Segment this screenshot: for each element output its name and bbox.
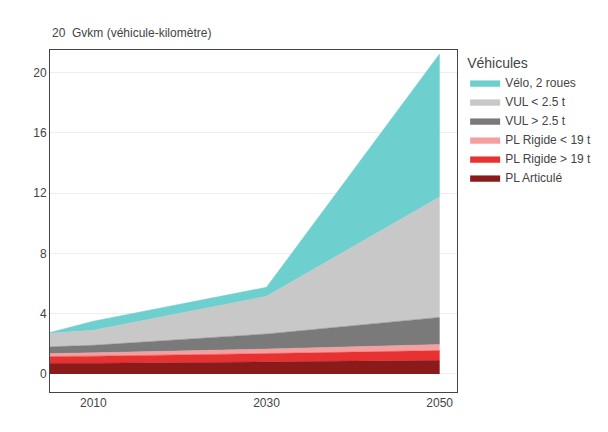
svg-text:20: 20 bbox=[33, 66, 47, 80]
svg-text:2050: 2050 bbox=[426, 396, 453, 410]
svg-text:VUL > 2.5 t: VUL > 2.5 t bbox=[505, 114, 566, 128]
svg-text:PL Articulé: PL Articulé bbox=[505, 171, 562, 185]
svg-text:2010: 2010 bbox=[80, 396, 107, 410]
svg-text:VUL < 2.5 t: VUL < 2.5 t bbox=[505, 95, 566, 109]
svg-text:4: 4 bbox=[40, 307, 47, 321]
svg-text:0: 0 bbox=[40, 367, 47, 381]
svg-text:Véhicules: Véhicules bbox=[467, 55, 528, 71]
svg-text:PL Rigide < 19 t: PL Rigide < 19 t bbox=[505, 133, 591, 147]
svg-text:2030: 2030 bbox=[253, 396, 280, 410]
svg-text:Vélo, 2 roues: Vélo, 2 roues bbox=[505, 76, 576, 90]
svg-text:8: 8 bbox=[40, 247, 47, 261]
svg-text:16: 16 bbox=[33, 126, 47, 140]
svg-text:PL Rigide > 19 t: PL Rigide > 19 t bbox=[505, 152, 591, 166]
svg-text:20 Gvkm (véhicule-kilomètre): 20 Gvkm (véhicule-kilomètre) bbox=[52, 26, 211, 40]
svg-text:12: 12 bbox=[33, 186, 47, 200]
